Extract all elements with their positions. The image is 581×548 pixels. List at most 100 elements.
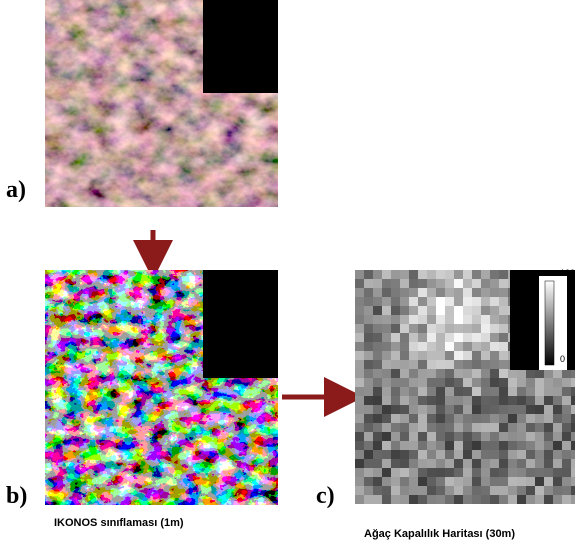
map-pixel bbox=[355, 414, 364, 423]
map-pixel bbox=[418, 315, 427, 324]
map-pixel bbox=[454, 450, 463, 459]
map-pixel bbox=[535, 396, 544, 405]
map-pixel bbox=[409, 360, 418, 369]
map-pixel bbox=[373, 279, 382, 288]
map-pixel bbox=[391, 279, 400, 288]
map-pixel bbox=[481, 387, 490, 396]
map-pixel bbox=[463, 369, 472, 378]
map-pixel bbox=[472, 486, 481, 495]
map-pixel bbox=[508, 495, 517, 504]
map-pixel bbox=[463, 297, 472, 306]
map-pixel bbox=[445, 369, 454, 378]
map-pixel bbox=[499, 351, 508, 360]
map-pixel bbox=[427, 306, 436, 315]
map-pixel bbox=[472, 396, 481, 405]
map-pixel bbox=[472, 378, 481, 387]
map-pixel bbox=[490, 342, 499, 351]
map-pixel bbox=[355, 315, 364, 324]
map-pixel bbox=[445, 459, 454, 468]
map-pixel bbox=[571, 414, 575, 423]
map-pixel bbox=[427, 315, 436, 324]
map-pixel bbox=[499, 423, 508, 432]
map-pixel bbox=[400, 369, 409, 378]
map-pixel bbox=[517, 495, 526, 504]
map-pixel bbox=[499, 288, 508, 297]
map-pixel bbox=[472, 315, 481, 324]
map-pixel bbox=[526, 468, 535, 477]
map-pixel bbox=[481, 405, 490, 414]
map-pixel bbox=[391, 342, 400, 351]
map-pixel bbox=[382, 468, 391, 477]
map-pixel bbox=[490, 414, 499, 423]
map-pixel bbox=[382, 315, 391, 324]
map-pixel bbox=[454, 279, 463, 288]
map-pixel bbox=[418, 468, 427, 477]
map-pixel bbox=[544, 441, 553, 450]
figure: a) b) IKONOS sınıflaması (1m) 100 0 c) A… bbox=[0, 0, 581, 548]
map-pixel bbox=[427, 324, 436, 333]
map-pixel bbox=[553, 495, 562, 504]
map-pixel bbox=[355, 468, 364, 477]
map-pixel bbox=[571, 486, 575, 495]
map-pixel bbox=[508, 423, 517, 432]
map-pixel bbox=[364, 414, 373, 423]
map-pixel bbox=[355, 387, 364, 396]
map-pixel bbox=[427, 333, 436, 342]
map-pixel bbox=[409, 441, 418, 450]
map-pixel bbox=[418, 270, 427, 279]
map-pixel bbox=[481, 288, 490, 297]
map-pixel bbox=[364, 324, 373, 333]
map-pixel bbox=[454, 486, 463, 495]
map-pixel bbox=[454, 432, 463, 441]
map-pixel bbox=[490, 486, 499, 495]
map-pixel bbox=[499, 450, 508, 459]
map-pixel bbox=[463, 324, 472, 333]
map-pixel bbox=[427, 441, 436, 450]
map-pixel bbox=[481, 324, 490, 333]
map-pixel bbox=[463, 342, 472, 351]
map-pixel bbox=[490, 288, 499, 297]
map-pixel bbox=[481, 369, 490, 378]
map-pixel bbox=[373, 495, 382, 504]
map-pixel bbox=[535, 441, 544, 450]
map-pixel bbox=[382, 369, 391, 378]
map-pixel bbox=[418, 279, 427, 288]
map-pixel bbox=[499, 270, 508, 279]
map-pixel bbox=[418, 441, 427, 450]
map-pixel bbox=[463, 378, 472, 387]
map-pixel bbox=[517, 468, 526, 477]
map-pixel bbox=[499, 378, 508, 387]
map-pixel bbox=[400, 459, 409, 468]
map-pixel bbox=[526, 414, 535, 423]
map-pixel bbox=[463, 486, 472, 495]
map-pixel bbox=[526, 432, 535, 441]
map-pixel bbox=[517, 396, 526, 405]
map-pixel bbox=[409, 486, 418, 495]
map-pixel bbox=[490, 351, 499, 360]
map-pixel bbox=[418, 324, 427, 333]
map-pixel bbox=[553, 414, 562, 423]
map-pixel bbox=[490, 432, 499, 441]
map-pixel bbox=[544, 477, 553, 486]
map-pixel bbox=[454, 360, 463, 369]
map-pixel bbox=[481, 360, 490, 369]
map-pixel bbox=[436, 369, 445, 378]
map-pixel bbox=[481, 441, 490, 450]
map-pixel bbox=[382, 423, 391, 432]
map-pixel bbox=[445, 414, 454, 423]
caption: Ağaç Kapalılık Haritası (30m) bbox=[364, 528, 515, 540]
map-pixel bbox=[499, 432, 508, 441]
map-pixel bbox=[454, 297, 463, 306]
map-pixel bbox=[553, 450, 562, 459]
map-pixel bbox=[436, 315, 445, 324]
map-pixel bbox=[391, 486, 400, 495]
map-pixel bbox=[445, 351, 454, 360]
map-pixel bbox=[382, 297, 391, 306]
map-pixel bbox=[445, 432, 454, 441]
map-pixel bbox=[418, 396, 427, 405]
map-pixel bbox=[562, 441, 571, 450]
map-pixel bbox=[535, 450, 544, 459]
map-pixel bbox=[373, 315, 382, 324]
map-pixel bbox=[391, 423, 400, 432]
map-pixel bbox=[400, 414, 409, 423]
